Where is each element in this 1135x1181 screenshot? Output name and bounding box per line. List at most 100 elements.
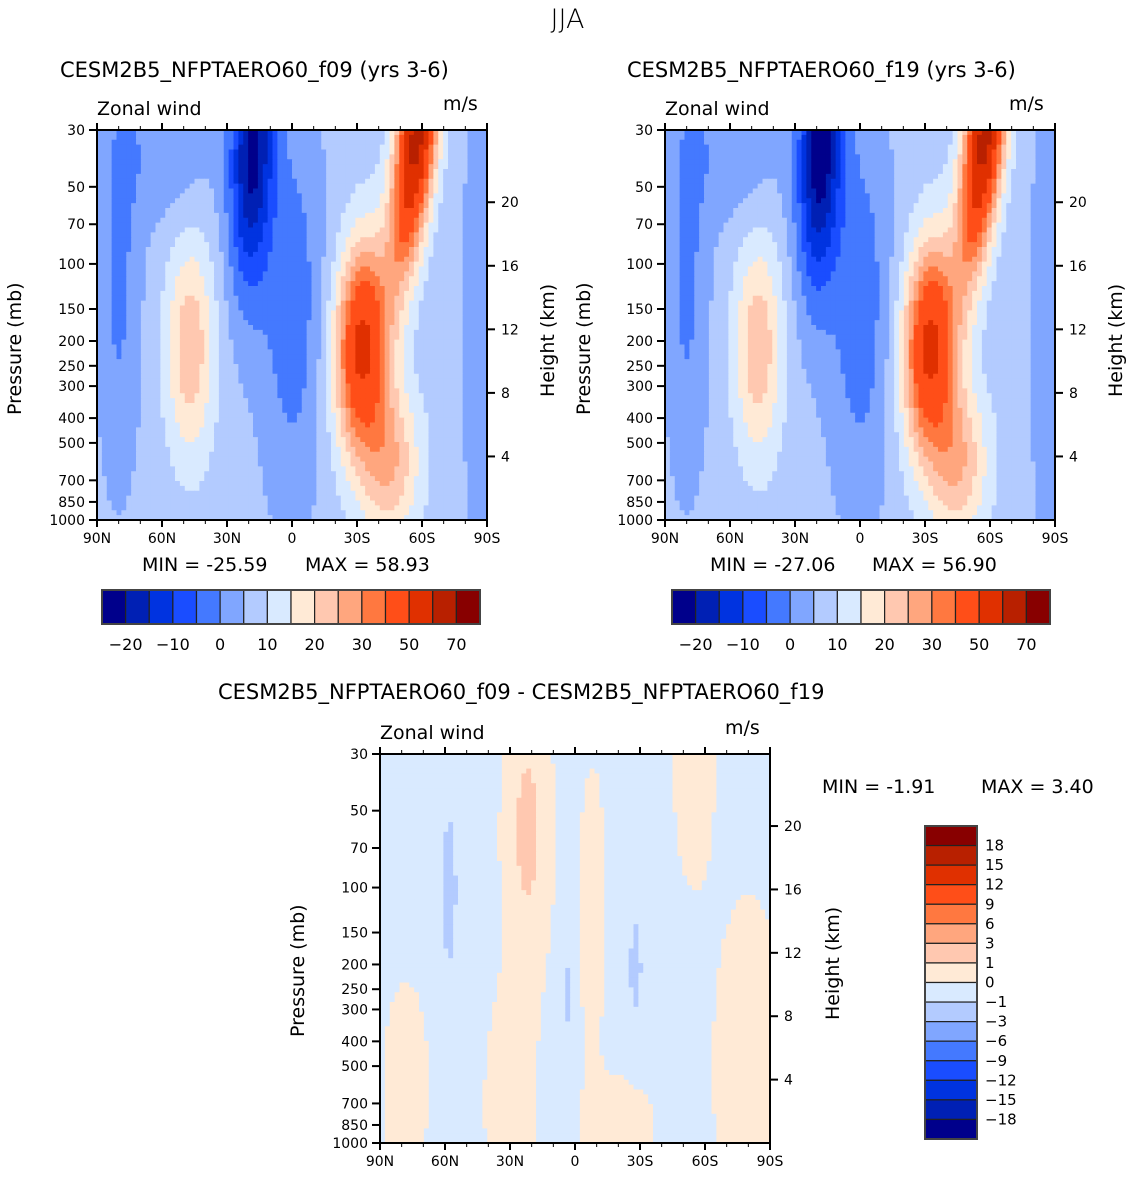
contour-cell	[340, 144, 347, 151]
contour-cell	[389, 266, 395, 272]
contour-cell	[204, 242, 210, 248]
contour-cell	[413, 188, 420, 194]
contour-cell	[282, 315, 288, 321]
contour-cell	[306, 325, 313, 331]
contour-cell	[160, 388, 166, 394]
contour-cell	[287, 422, 293, 428]
contour-cell	[243, 208, 249, 214]
contour-cell	[140, 173, 147, 180]
contour-cell	[214, 432, 220, 438]
contour-cell	[345, 344, 352, 350]
contour-cell	[214, 227, 220, 233]
contour-cell	[306, 349, 313, 355]
contour-cell	[97, 325, 103, 331]
contour-cell	[301, 368, 308, 375]
contour-cell	[97, 334, 103, 341]
contour-cell	[433, 349, 439, 355]
contour-cell	[262, 261, 269, 268]
contour-cell	[467, 368, 473, 375]
contour-cell	[292, 368, 298, 375]
contour-cell	[214, 344, 220, 350]
contour-cell	[155, 281, 161, 287]
contour-cell	[218, 368, 225, 375]
contour-cell	[101, 222, 108, 229]
contour-cell	[214, 188, 220, 194]
contour-cell	[272, 373, 278, 380]
contour-cell	[160, 208, 166, 214]
contour-cell	[140, 203, 147, 209]
contour-cell	[262, 178, 269, 185]
contour-cell	[277, 417, 283, 424]
contour-cell	[238, 266, 244, 272]
contour-cell	[374, 134, 381, 141]
contour-cell	[243, 144, 249, 151]
contour-cell	[267, 290, 274, 297]
contour-cell	[277, 178, 283, 185]
contour-cell	[106, 164, 113, 170]
contour-cell	[282, 329, 288, 336]
contour-cell	[175, 403, 181, 409]
contour-cell	[360, 305, 366, 311]
contour-cell	[179, 212, 186, 219]
contour-cell	[404, 300, 410, 307]
contour-cell	[140, 183, 147, 190]
contour-cell	[443, 227, 449, 233]
contour-cell	[448, 320, 454, 326]
contour-cell	[326, 281, 332, 287]
contour-cell	[170, 149, 176, 155]
contour-cell	[150, 393, 157, 399]
contour-cell	[218, 251, 225, 258]
contour-cell	[257, 276, 264, 282]
contour-cell	[282, 373, 288, 380]
contour-cell	[204, 305, 210, 311]
contour-cell	[438, 368, 444, 375]
contour-cell	[209, 349, 215, 355]
contour-cell	[292, 178, 298, 185]
contour-cell	[179, 329, 186, 336]
contour-cell	[360, 144, 366, 151]
contour-cell	[111, 222, 118, 229]
contour-cell	[126, 232, 132, 238]
contour-cell	[394, 329, 400, 336]
contour-cell	[384, 232, 391, 238]
contour-cell	[482, 261, 488, 268]
contour-cell	[355, 354, 361, 360]
contour-cell	[199, 237, 205, 243]
contour-cell	[223, 422, 230, 428]
contour-cell	[126, 203, 132, 209]
contour-cell	[335, 286, 342, 292]
contour-cell	[477, 173, 483, 180]
contour-cell	[238, 212, 244, 219]
contour-cell	[423, 203, 430, 209]
contour-cell	[272, 310, 278, 316]
contour-cell	[179, 139, 186, 146]
contour-cell	[413, 139, 420, 146]
contour-cell	[433, 393, 439, 399]
contour-cell	[433, 242, 439, 248]
contour-cell	[335, 403, 342, 409]
contour-cell	[175, 169, 181, 175]
contour-cell	[326, 164, 332, 170]
contour-cell	[399, 393, 405, 399]
contour-cell	[409, 222, 415, 229]
contour-cell	[140, 193, 147, 199]
contour-cell	[301, 407, 308, 414]
contour-cell	[423, 276, 430, 282]
contour-cell	[262, 427, 269, 433]
contour-cell	[189, 412, 196, 419]
contour-cell	[306, 412, 313, 419]
contour-cell	[326, 339, 332, 346]
contour-cell	[433, 354, 439, 360]
contour-cell	[253, 149, 259, 155]
contour-cell	[97, 271, 103, 277]
contour-cell	[262, 217, 269, 224]
contour-cell	[370, 334, 376, 341]
contour-cell	[365, 281, 371, 287]
contour-cell	[145, 227, 152, 233]
contour-cell	[423, 159, 430, 165]
contour-cell	[209, 432, 215, 438]
contour-cell	[326, 271, 332, 277]
contour-cell	[409, 300, 415, 307]
contour-cell	[296, 276, 303, 282]
contour-cell	[131, 188, 137, 194]
